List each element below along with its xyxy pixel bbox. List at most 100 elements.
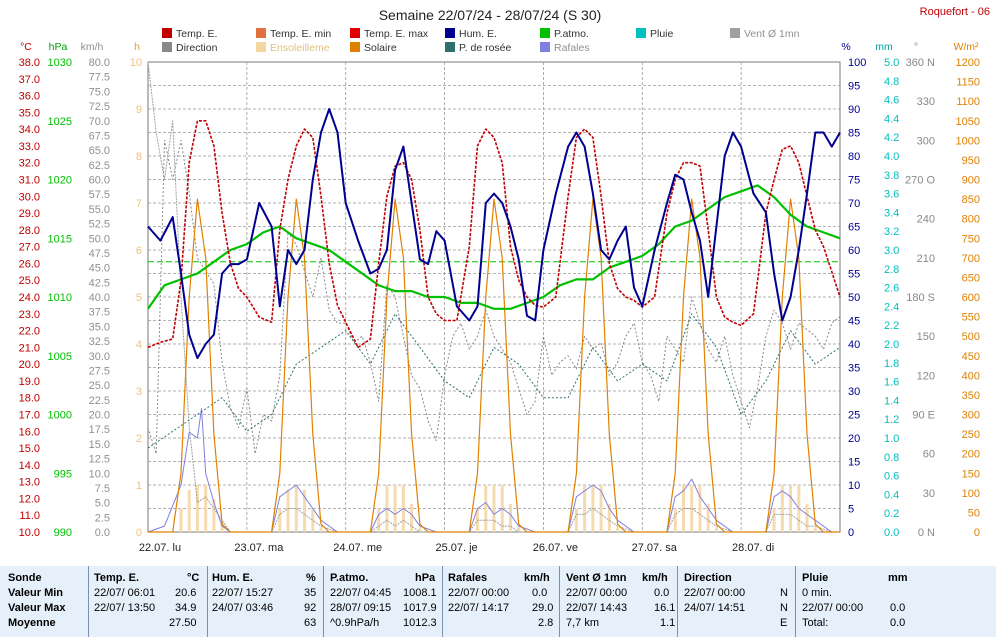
sunshine-bar [805,503,809,532]
day-label: 22.07. lu [139,542,181,554]
rain-axis-tick: 1.4 [884,395,899,407]
sunshine-bar [517,527,521,532]
sunshine-bar [698,485,702,532]
rain-axis-tick: 2.0 [884,339,899,351]
header-gust: Rafales [448,572,488,584]
temp-axis-tick: 27.0 [19,242,40,254]
wind-axis-tick: 5.0 [95,498,110,510]
temp-axis-tick: 24.0 [19,292,40,304]
temp-max-time: 22/07/ 13:50 [94,602,156,614]
temp-axis-tick: 33.0 [19,141,40,153]
sunshine-axis-tick: 9 [136,104,142,116]
series-solaire [148,198,840,533]
sunshine-bar [286,489,290,532]
pressure-axis-tick: 1030 [48,57,72,69]
temp-axis-tick: 13.0 [19,477,40,489]
wind-axis-tick: 0.0 [95,527,110,539]
header-direction: Direction [684,572,732,584]
row-label-max: Valeur Max [8,602,66,614]
sunshine-bar [204,485,208,532]
legend-swatch-2 [256,28,266,38]
sunshine-bar [690,485,694,532]
direction-axis-tick: 60 [923,449,935,461]
hum-max-value: 92 [304,602,317,614]
rain-total-value: 0.0 [890,617,906,629]
wind-axis-tick: 62.5 [89,160,110,172]
axes: 10.011.012.013.014.015.016.017.018.019.0… [19,57,980,539]
wind-axis-tick: 65.0 [89,145,110,157]
humidity-axis-tick: 100 [848,57,866,69]
day-label: 27.07. sa [632,542,678,554]
direction-axis-tick: 330 [917,96,935,108]
humidity-axis-tick: 15 [848,457,860,469]
legend-swatch-8 [540,28,550,38]
solar-axis-tick: 750 [962,233,980,245]
unit-press: hPa [49,41,68,53]
legend-swatch-0 [162,28,172,38]
wind-axis-tick: 32.5 [89,336,110,348]
series-p-de-ros-e [147,313,841,449]
humidity-axis-tick: 75 [848,175,860,187]
row-label-avg: Moyenne [8,617,56,629]
header-rain: Pluie [802,572,829,584]
wind-axis-tick: 20.0 [89,410,110,422]
rain-axis-tick: 0.2 [884,508,899,520]
pressure-axis-tick: 1010 [48,292,72,304]
wind-axis-tick: 37.5 [89,307,110,319]
day-label: 26.07. ve [533,542,578,554]
rain-axis-tick: 4.4 [884,113,899,125]
solar-axis-tick: 1200 [956,57,980,69]
sunshine-axis-tick: 7 [136,198,142,210]
humidity-axis-tick: 30 [848,386,860,398]
humidity-axis-tick: 65 [848,222,860,234]
pressure-axis-tick: 990 [54,527,72,539]
series-lines [147,61,841,533]
solar-axis-tick: 50 [968,507,980,519]
direction-axis-tick: 210 [917,253,935,265]
solar-axis-tick: 650 [962,272,980,284]
series-hum-e- [147,108,841,360]
sunshine-bar [706,503,710,532]
temp-axis-tick: 32.0 [19,158,40,170]
sunshine-bar [780,485,784,532]
wind-axis-tick: 47.5 [89,248,110,260]
statistics-table: Sonde Valeur Min Valeur Max Moyenne Temp… [0,566,996,637]
temp-axis-tick: 22.0 [19,326,40,338]
unit-temp: °C [20,41,32,53]
wind-axis-tick: 77.5 [89,72,110,84]
wind-min-value: 0.0 [654,587,670,599]
wind-axis-tick: 10.0 [89,468,110,480]
solar-axis-tick: 500 [962,331,980,343]
sunshine-bar [187,489,191,532]
wind-min-time: 22/07/ 00:00 [566,587,628,599]
rain-axis-tick: 1.0 [884,433,899,445]
legend-label-9: Rafales [554,42,590,54]
gust-avg-value: 2.8 [538,617,554,629]
rain-total-label: Total: [802,617,829,629]
humidity-axis-tick: 95 [848,81,860,93]
humidity-axis-tick: 20 [848,433,860,445]
wind-axis-tick: 35.0 [89,321,110,333]
gust-max-time: 22/07/ 14:17 [448,602,510,614]
legend-swatch-1 [162,42,172,52]
legend-swatch-5 [350,42,360,52]
legend-label-1: Direction [176,42,218,54]
sunshine-bar [574,508,578,532]
wind-axis-tick: 2.5 [95,512,110,524]
direction-axis-tick: 300 [917,135,935,147]
direction-axis-tick: 90 E [912,410,935,422]
wind-axis-tick: 40.0 [89,292,110,304]
rain-axis-tick: 2.8 [884,264,899,276]
wind-axis-tick: 12.5 [89,454,110,466]
dir-max-value: N [780,602,788,614]
temp-axis-tick: 20.0 [19,359,40,371]
dir-min-value: N [780,587,788,599]
temp-axis-tick: 37.0 [19,74,40,86]
series-p-atmo- [147,184,841,310]
solar-axis-tick: 950 [962,155,980,167]
legend-swatch-3 [256,42,266,52]
temp-axis-tick: 35.0 [19,107,40,119]
direction-axis-tick: 0 N [918,527,935,539]
solar-axis-tick: 300 [962,410,980,422]
solar-axis-tick: 900 [962,175,980,187]
